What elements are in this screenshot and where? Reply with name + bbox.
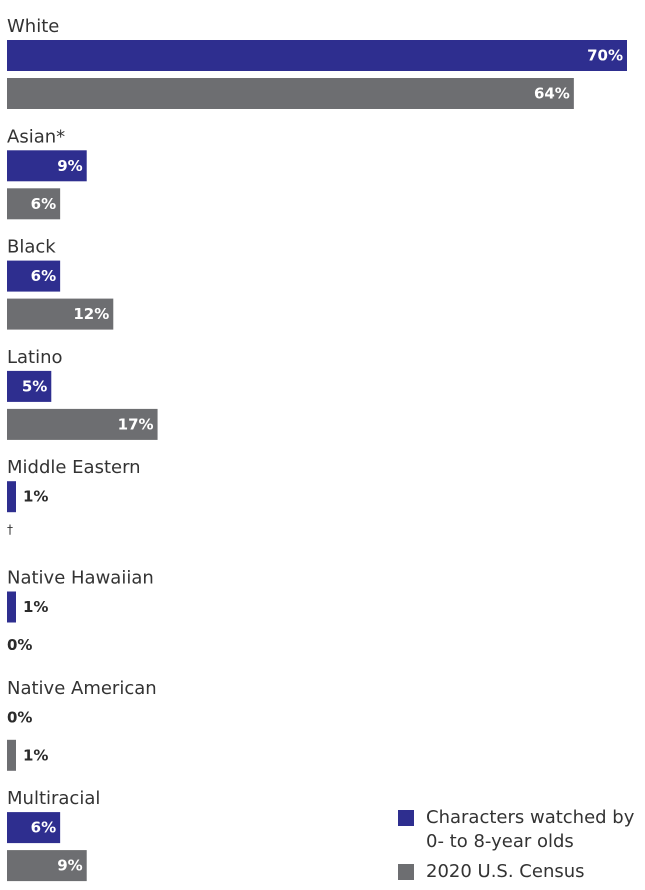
bar-characters-asian: [7, 150, 87, 182]
category-label-white: White: [7, 16, 59, 37]
bar-characters-middle-eastern: [7, 481, 16, 513]
value-label-census-native-hawaiian: 0%: [7, 636, 32, 654]
value-label-census-multiracial: 9%: [57, 857, 82, 875]
bar-census-white: [7, 78, 574, 109]
category-label-native-american: Native American: [7, 678, 157, 699]
value-label-characters-white: 70%: [587, 47, 623, 65]
legend-label-census: 2020 U.S. Census: [426, 861, 585, 882]
bar-characters-black: [7, 260, 61, 292]
bar-census-multiracial: [7, 850, 87, 882]
category-label-multiracial: Multiracial: [7, 788, 100, 809]
bar-characters-white: [7, 40, 627, 71]
bar-characters-latino: [7, 370, 52, 402]
legend-swatch-characters: [398, 810, 414, 826]
category-label-latino: Latino: [7, 347, 63, 368]
bar-census-native-american: [7, 739, 16, 771]
legend-item-characters: Characters watched by 0- to 8-year olds: [398, 806, 645, 854]
category-label-native-hawaiian: Native Hawaiian: [7, 568, 154, 589]
value-label-census-white: 64%: [534, 85, 570, 103]
bar-census-black: [7, 298, 114, 330]
value-label-census-middle-eastern: †: [7, 523, 13, 537]
legend-label-characters: Characters watched by 0- to 8-year olds: [426, 807, 635, 852]
bar-census-latino: [7, 408, 158, 440]
value-label-characters-middle-eastern: 1%: [23, 488, 48, 506]
legend-item-census: 2020 U.S. Census: [398, 860, 645, 884]
bar-characters-native-hawaiian: [7, 591, 16, 623]
value-label-characters-native-hawaiian: 1%: [23, 598, 48, 616]
category-label-black: Black: [7, 237, 56, 258]
value-label-characters-latino: 5%: [22, 377, 47, 395]
value-label-census-asian: 6%: [31, 195, 56, 213]
value-label-characters-black: 6%: [31, 267, 56, 285]
legend: Characters watched by 0- to 8-year olds …: [398, 806, 645, 890]
value-label-characters-multiracial: 6%: [31, 819, 56, 837]
value-label-characters-native-american: 0%: [7, 708, 32, 726]
bar-characters-multiracial: [7, 812, 61, 844]
category-label-middle-eastern: Middle Eastern: [7, 457, 141, 478]
value-label-census-black: 12%: [73, 305, 109, 323]
value-label-census-latino: 17%: [118, 415, 154, 433]
legend-swatch-census: [398, 864, 414, 880]
bar-census-asian: [7, 188, 61, 220]
value-label-characters-asian: 9%: [57, 157, 82, 175]
category-label-asian: Asian*: [7, 126, 65, 147]
value-label-census-native-american: 1%: [23, 746, 48, 764]
